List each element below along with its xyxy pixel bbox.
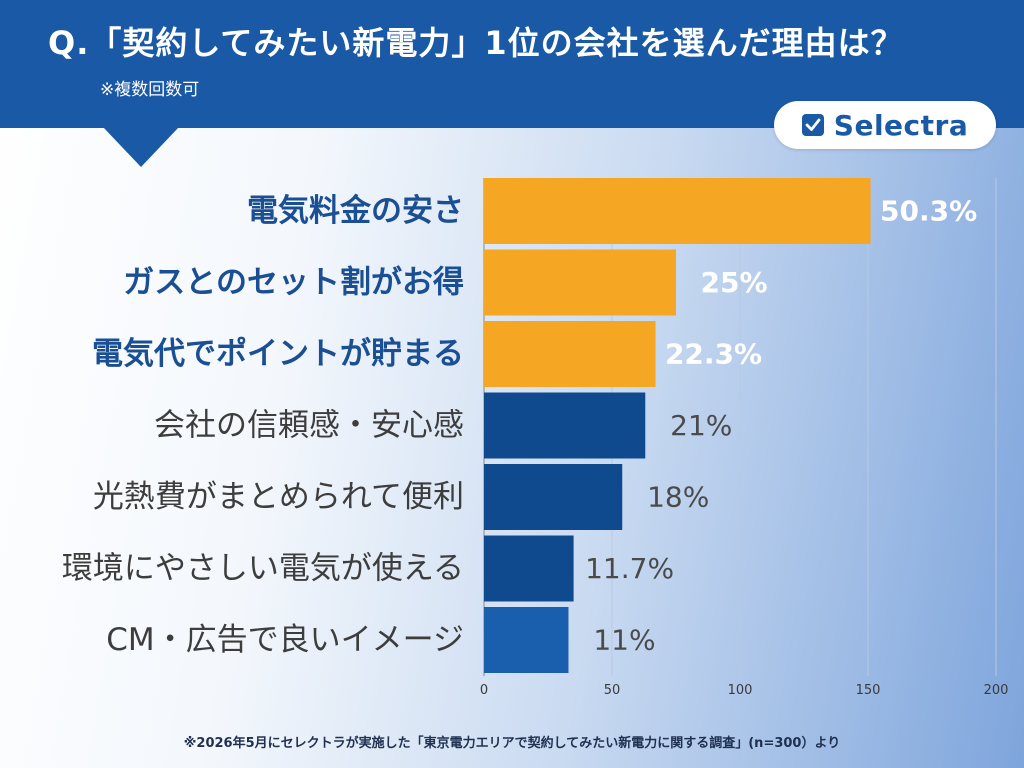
bar	[484, 178, 871, 244]
bar	[484, 464, 623, 530]
data-label: 11.7%	[585, 552, 674, 585]
data-label: 25%	[700, 266, 767, 299]
data-label: 21%	[670, 409, 732, 442]
bar	[484, 392, 646, 459]
category-label: 会社の信頼感・安心感	[154, 408, 464, 444]
category-label: ガスとのセット割がお得	[123, 265, 464, 301]
page-subtitle: ※複数回数可	[100, 80, 200, 100]
bar	[484, 607, 569, 673]
x-tick-label: 0	[480, 683, 488, 698]
selectra-logo: Selectra	[774, 101, 996, 149]
category-label: CM・広告で良いイメージ	[106, 622, 464, 658]
x-tick-label: 150	[856, 683, 881, 698]
x-tick-label: 100	[728, 683, 753, 698]
checkbox-check-icon	[801, 114, 824, 136]
data-label: 50.3%	[880, 195, 977, 228]
source-footnote: ※2026年5月にセレクトラが実施した「東京電力エリアで契約してみたい新電力に関…	[183, 736, 841, 751]
x-tick-label: 50	[604, 683, 621, 698]
category-label: 光熱費がまとめられて便利	[93, 479, 464, 515]
category-label: 環境にやさしい電気が使える	[62, 551, 464, 587]
logo-text: Selectra	[833, 108, 969, 142]
header-pointer	[103, 127, 179, 167]
data-label: 11%	[593, 624, 655, 657]
data-label: 18%	[647, 481, 709, 514]
data-label: 22.3%	[665, 338, 762, 371]
category-label: 電気料金の安さ	[247, 193, 464, 229]
bar	[484, 535, 574, 602]
bar	[484, 321, 656, 387]
bar	[484, 249, 676, 316]
x-tick-label: 200	[984, 683, 1009, 698]
page-title: Q.「契約してみたい新電力」1位の会社を選んだ理由は？	[48, 24, 904, 62]
category-label: 電気代でポイントが貯まる	[92, 336, 464, 372]
